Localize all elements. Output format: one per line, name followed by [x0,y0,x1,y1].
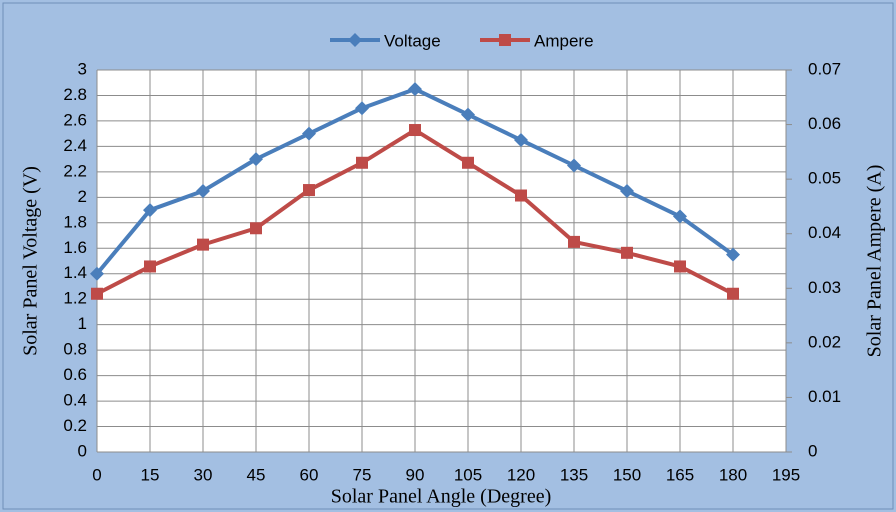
y2-tick-label: 0.04 [808,223,841,242]
marker [462,156,474,169]
y-tick-label: 2.4 [63,136,87,155]
y-tick-label: 1.2 [63,289,87,308]
y-tick-label: 0.2 [63,416,87,435]
x-tick-label: 60 [300,465,319,484]
marker [673,209,687,224]
y-tick-label: 0.8 [63,340,87,359]
x-tick-label: 90 [406,465,425,484]
y-tick-label: 2 [78,187,87,206]
marker [621,246,633,259]
x-tick-label: 45 [247,465,266,484]
x-tick-label: 105 [454,465,482,484]
marker [250,222,262,235]
y2-tick-label: 0.01 [808,387,841,406]
marker [514,133,528,148]
y-tick-label: 1.6 [63,238,87,257]
y-tick-label: 2.2 [63,161,87,180]
marker [568,235,580,248]
legend-label: Voltage [384,31,441,50]
y2-tick-label: 0.06 [808,114,841,133]
y2-tick-label: 0 [808,441,817,460]
marker [461,107,475,122]
x-tick-label: 150 [613,465,641,484]
marker [355,101,369,116]
y2-tick-label: 0.03 [808,278,841,297]
marker [499,34,511,46]
y2-axis-label: Solar Panel Ampere (A) [864,165,886,358]
marker [303,184,315,197]
y-tick-label: 1 [78,314,87,333]
legend-label: Ampere [534,31,594,50]
x-tick-label: 195 [772,465,800,484]
marker [726,247,740,262]
plot-area [97,70,786,452]
y-tick-label: 1.4 [63,263,87,282]
marker [348,33,362,47]
x-tick-label: 135 [560,465,588,484]
marker [302,126,316,141]
x-tick-label: 120 [507,465,535,484]
y-tick-label: 2.6 [63,110,87,129]
marker [727,287,739,300]
y-tick-label: 1.8 [63,212,87,231]
y-tick-label: 2.8 [63,85,87,104]
marker [196,183,210,198]
x-tick-label: 180 [719,465,747,484]
marker [249,152,263,167]
y2-tick-label: 0.02 [808,332,841,351]
x-tick-label: 15 [141,465,160,484]
y-tick-label: 0 [78,441,87,460]
marker [408,82,422,97]
marker [144,260,156,273]
x-tick-label: 0 [92,465,101,484]
y2-tick-label: 0.07 [808,59,841,78]
x-axis-label: Solar Panel Angle (Degree) [331,486,551,508]
marker [567,158,581,173]
marker [409,124,421,137]
y-tick-label: 3 [78,59,87,78]
y-axis-label: Solar Panel Voltage (V) [20,166,42,356]
marker [620,183,634,198]
marker [197,238,209,251]
marker [91,287,103,300]
marker [515,189,527,202]
y2-tick-label: 0.05 [808,169,841,188]
x-tick-label: 30 [194,465,213,484]
x-tick-label: 75 [353,465,372,484]
marker [143,203,157,218]
y-tick-label: 0.6 [63,365,87,384]
marker [356,156,368,169]
marker [90,266,104,281]
x-tick-label: 165 [666,465,694,484]
marker [674,260,686,273]
y-tick-label: 0.4 [63,391,87,410]
